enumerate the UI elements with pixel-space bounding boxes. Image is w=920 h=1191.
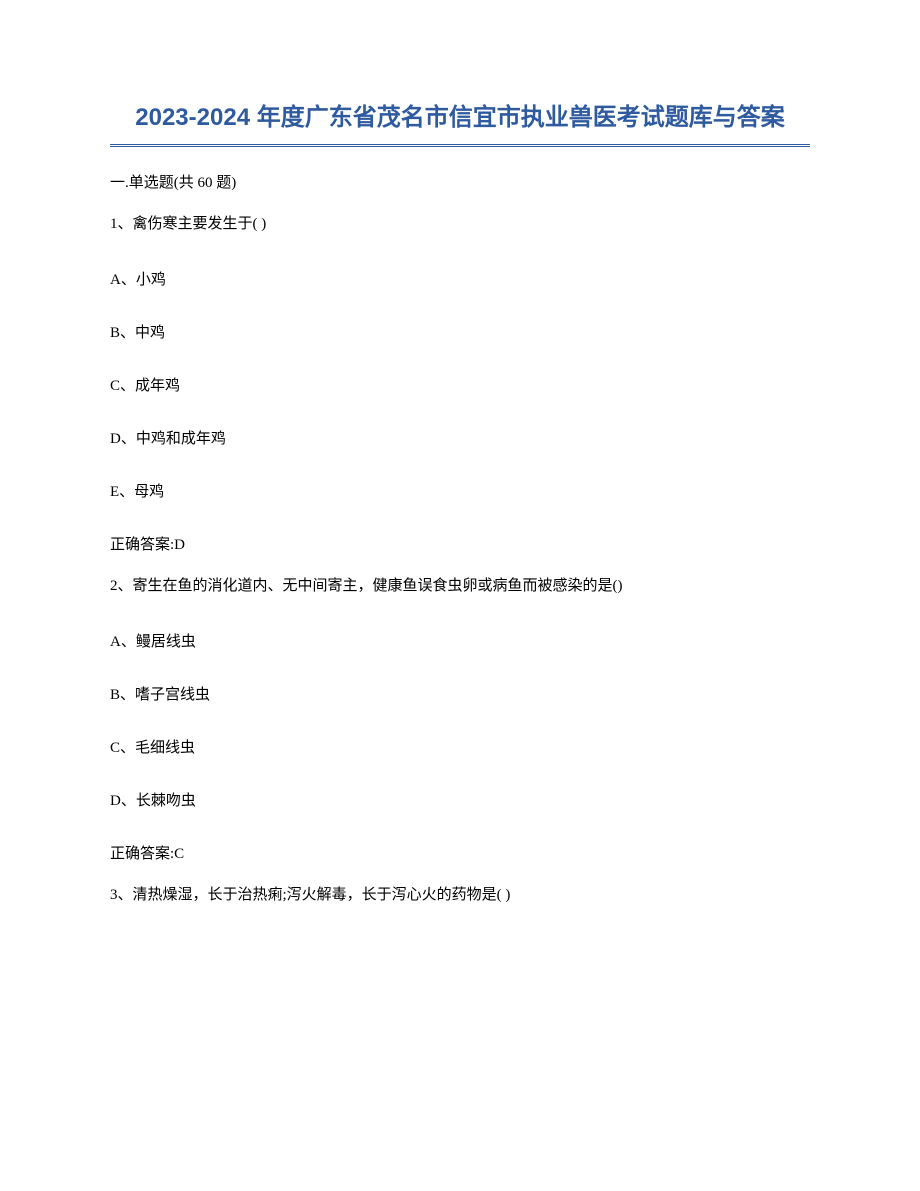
- question-2-option-a: A、鳗居线虫: [110, 630, 810, 651]
- section-header: 一.单选题(共 60 题): [110, 171, 810, 192]
- question-1-answer: 正确答案:D: [110, 533, 810, 554]
- question-2-prompt: 2、寄生在鱼的消化道内、无中间寄主，健康鱼误食虫卵或病鱼而被感染的是(): [110, 574, 810, 598]
- question-2-option-d: D、长棘吻虫: [110, 789, 810, 810]
- question-1-option-c: C、成年鸡: [110, 374, 810, 395]
- question-3-prompt: 3、清热燥湿，长于治热痢;泻火解毒，长于泻心火的药物是( ): [110, 883, 810, 907]
- question-1-option-e: E、母鸡: [110, 480, 810, 501]
- question-1-option-d: D、中鸡和成年鸡: [110, 427, 810, 448]
- document-title: 2023-2024 年度广东省茂名市信宜市执业兽医考试题库与答案: [110, 100, 810, 144]
- title-underline: [110, 144, 810, 147]
- question-1-prompt: 1、禽伤寒主要发生于( ): [110, 212, 810, 236]
- question-1-option-b: B、中鸡: [110, 321, 810, 342]
- question-2-option-b: B、嗜子宫线虫: [110, 683, 810, 704]
- question-2-answer: 正确答案:C: [110, 842, 810, 863]
- question-2-option-c: C、毛细线虫: [110, 736, 810, 757]
- question-1-option-a: A、小鸡: [110, 268, 810, 289]
